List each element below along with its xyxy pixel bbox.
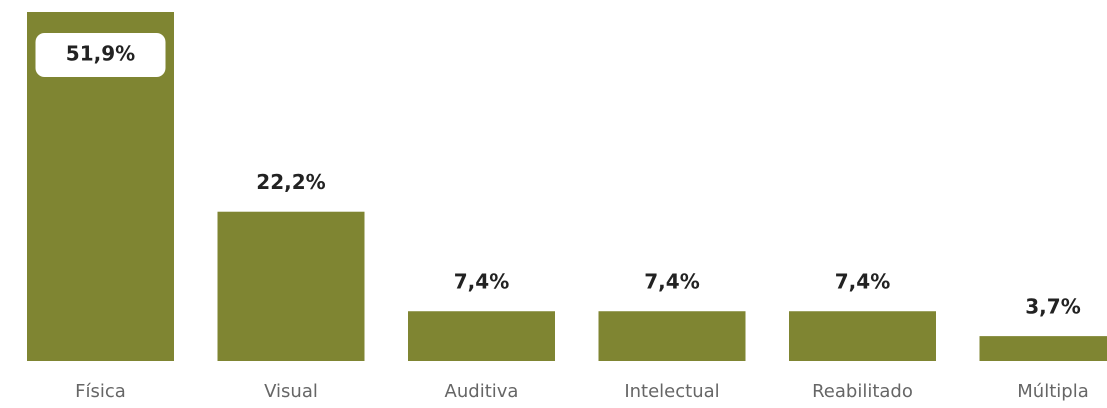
bar	[598, 311, 746, 361]
value-label: 7,4%	[454, 270, 509, 294]
bar	[217, 211, 365, 361]
value-label: 7,4%	[644, 270, 699, 294]
category-label: Visual	[264, 381, 318, 402]
value-label: 7,4%	[835, 270, 890, 294]
value-label: 3,7%	[1025, 295, 1080, 319]
bar	[408, 311, 555, 361]
bar	[979, 336, 1107, 361]
bar	[789, 311, 936, 361]
value-label-box	[35, 33, 166, 77]
category-label: Auditiva	[445, 381, 519, 402]
category-label: Múltipla	[1017, 381, 1088, 402]
value-label: 22,2%	[256, 170, 325, 194]
category-label: Reabilitado	[812, 381, 913, 402]
value-label: 51,9%	[66, 42, 135, 66]
category-label: Física	[75, 381, 126, 402]
category-label: Intelectual	[624, 381, 719, 402]
